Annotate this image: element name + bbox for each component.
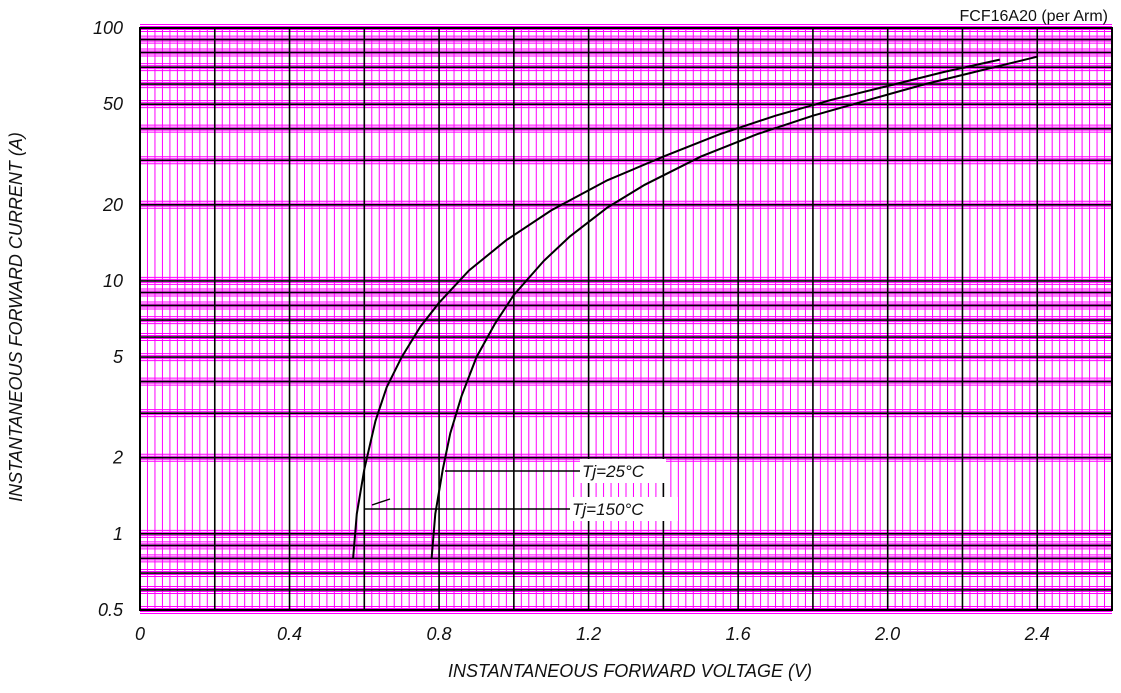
x-axis-title: INSTANTANEOUS FORWARD VOLTAGE (V) — [448, 661, 812, 681]
x-tick-label: 2.0 — [874, 624, 900, 644]
y-axis-title: INSTANTANEOUS FORWARD CURRENT (A) — [6, 132, 26, 502]
y-tick-label: 1 — [113, 524, 123, 544]
annotation-label: Tj=150°C — [572, 500, 644, 519]
annotation-label-background — [570, 497, 678, 521]
x-tick-label: 0 — [135, 624, 145, 644]
series-layer — [352, 55, 1038, 559]
annotation-label-background — [580, 459, 666, 483]
x-tick-labels: 0 0.4 0.8 1.2 1.6 2.0 2.4 — [135, 624, 1050, 644]
chart-title: FCF16A20 (per Arm) — [960, 8, 1108, 25]
y-tick-label: 10 — [103, 271, 123, 291]
x-tick-label: 1.2 — [576, 624, 601, 644]
plot-frame — [139, 27, 1113, 611]
y-tick-label: 5 — [113, 347, 124, 367]
x-tick-label: 2.4 — [1024, 624, 1050, 644]
y-tick-label: 0.5 — [98, 600, 124, 620]
annotation-layer: Tj=25°C Tj=150°C — [364, 459, 678, 521]
annotation-label: Tj=25°C — [582, 462, 645, 481]
major-grid — [139, 27, 1113, 611]
x-tick-label: 0.4 — [277, 624, 302, 644]
y-tick-label: 2 — [112, 448, 123, 468]
y-tick-label: 20 — [102, 195, 123, 215]
x-tick-label: 1.6 — [726, 624, 752, 644]
series-line-1 — [430, 55, 1038, 559]
series-line-0 — [352, 58, 1001, 559]
y-tick-labels: 100 50 20 10 5 2 1 0.5 — [93, 18, 124, 620]
x-tick-label: 0.8 — [427, 624, 452, 644]
annotation-tick-mark — [371, 498, 391, 506]
y-tick-label: 50 — [103, 94, 123, 114]
y-tick-label: 100 — [93, 18, 123, 38]
